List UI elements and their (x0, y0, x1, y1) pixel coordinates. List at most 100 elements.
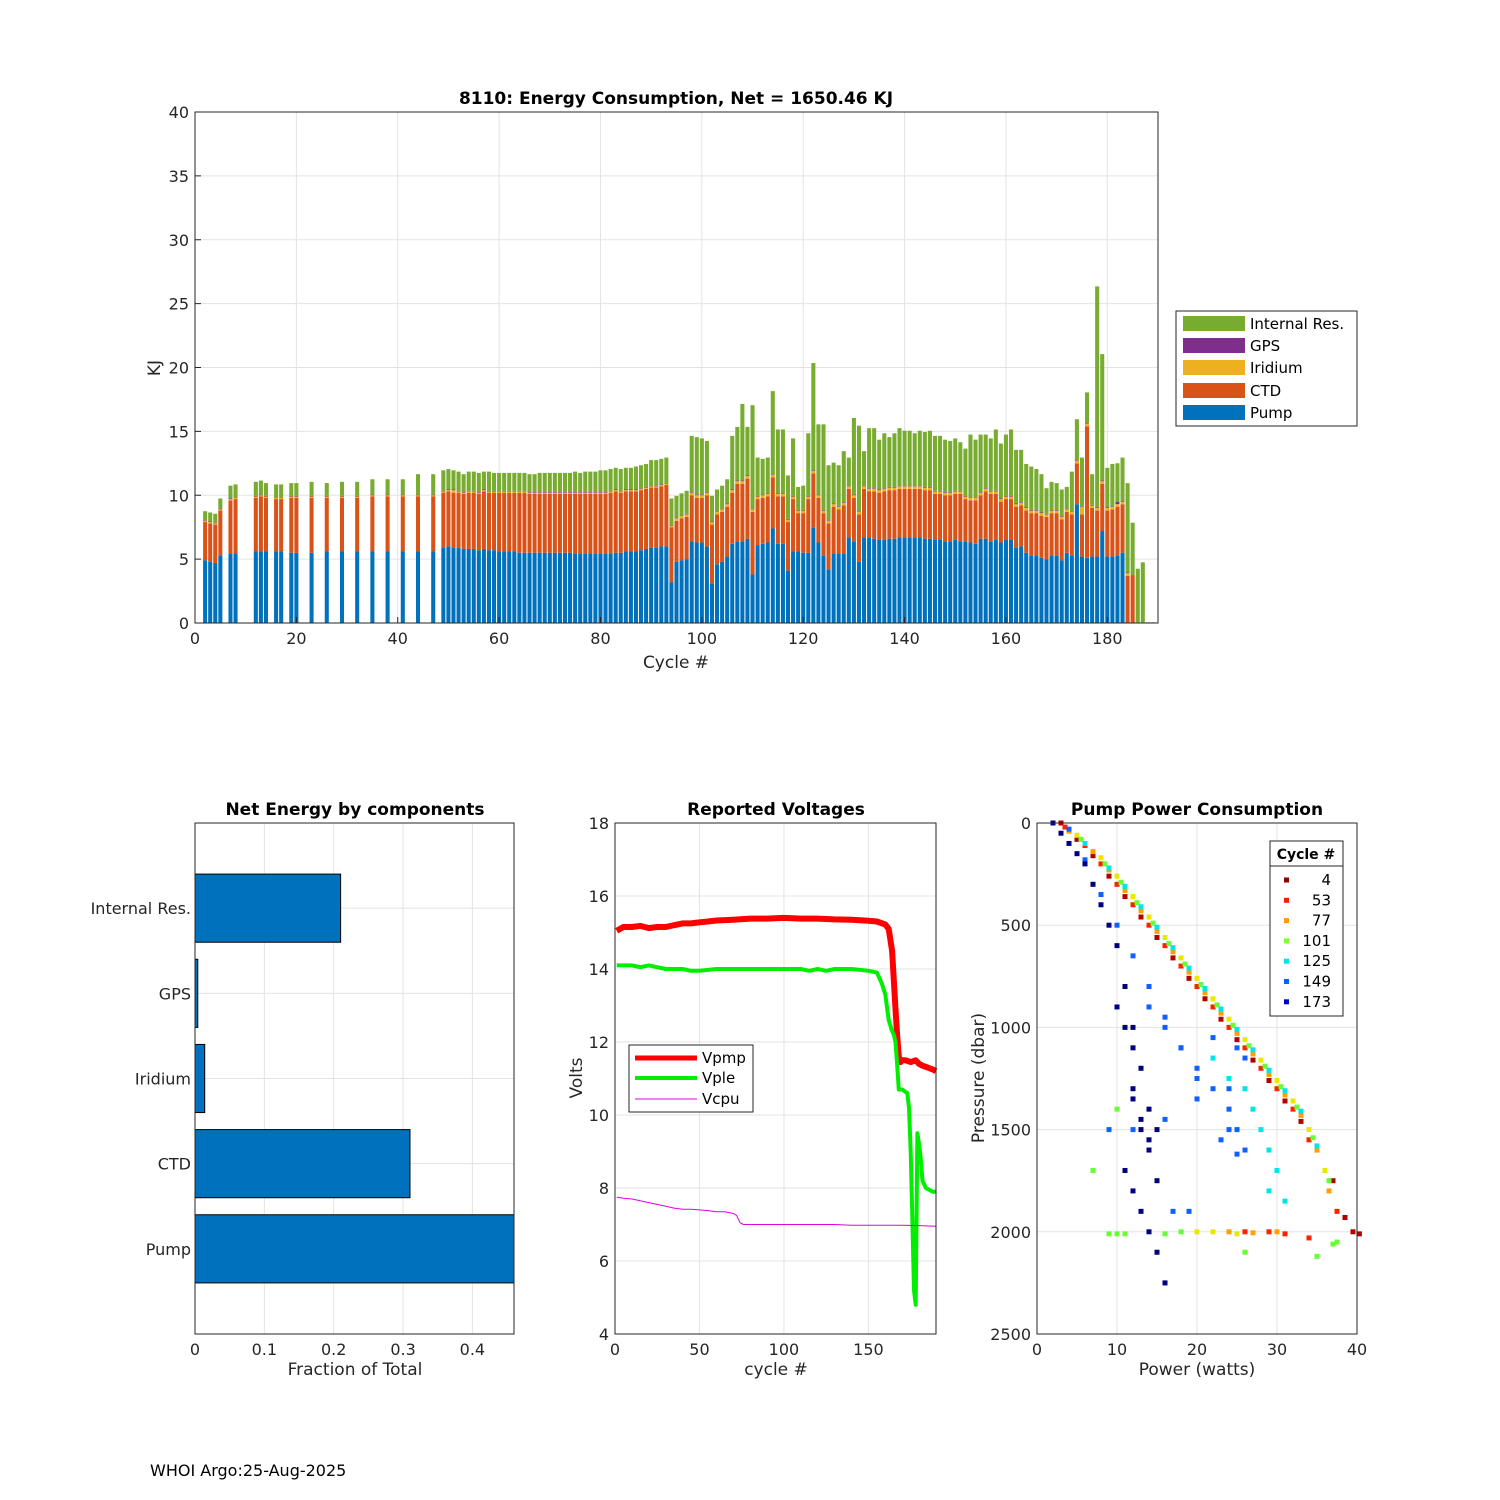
energy-bar-internal-res- (213, 513, 218, 523)
energy-bar-iridium (867, 488, 872, 492)
energy-bar-pump (1044, 559, 1049, 623)
energy-bar-pump (907, 537, 912, 623)
energy-bar-ctd (806, 499, 811, 553)
energy-bar-ctd (355, 497, 360, 552)
energy-bar-internal-res- (1090, 474, 1095, 505)
energy-bar-ctd (324, 497, 329, 552)
energy-bar-pump (897, 537, 902, 623)
energy-bar-gps (801, 509, 806, 511)
energy-bar-ctd (978, 495, 983, 539)
energy-bar-pump (872, 538, 877, 623)
energy-bar-pump (461, 548, 466, 623)
energy-bar-ctd (689, 495, 694, 542)
energy-bar-internal-res- (1044, 488, 1049, 514)
energy-bar-iridium (856, 511, 861, 515)
energy-bar-internal-res- (993, 429, 998, 491)
energy-bar-internal-res- (725, 479, 730, 504)
energy-bar-internal-res- (755, 457, 760, 496)
pump-power-point (1122, 1231, 1128, 1237)
pump-power-legend-label: 173 (1302, 993, 1331, 1011)
pump-power-point (1274, 1086, 1280, 1092)
voltage-line-vcpu (616, 1196, 937, 1227)
energy-bar-internal-res- (780, 429, 785, 494)
energy-bar-internal-res- (948, 440, 953, 493)
energy-bar-pump (649, 547, 654, 623)
energy-bar-gps (1064, 508, 1069, 510)
pump-power-point (1074, 851, 1080, 857)
energy-bar-pump (608, 554, 613, 623)
energy-bar-gps (1054, 509, 1059, 511)
pump-power-point (1154, 924, 1160, 930)
energy-bar-gps (973, 497, 978, 498)
pump-power-legend-marker (1284, 979, 1289, 984)
pump-power-ytick-label: 500 (1000, 916, 1031, 935)
energy-bar-internal-res- (953, 438, 958, 491)
energy-bar-iridium (1034, 510, 1039, 514)
energy-bar-ctd (456, 492, 461, 548)
energy-bar-iridium (370, 495, 375, 497)
energy-bar-ctd (486, 492, 491, 551)
energy-bar-internal-res- (486, 471, 491, 491)
energy-bar-gps (1039, 512, 1044, 514)
energy-bar-gps (1059, 516, 1064, 517)
voltages-xtick-label: 150 (853, 1340, 884, 1359)
energy-bar-iridium (948, 492, 953, 496)
energy-bar-iridium (542, 492, 547, 494)
energy-bar-ctd (542, 493, 547, 553)
energy-ytick-label: 25 (169, 295, 189, 314)
energy-bar-iridium (415, 495, 421, 497)
energy-bar-iridium (796, 510, 801, 514)
energy-bar-internal-res- (608, 469, 613, 491)
energy-bar-gps (750, 508, 755, 510)
energy-bar-internal-res- (1054, 483, 1059, 510)
energy-bar-gps (932, 490, 938, 492)
pump-power-point (1138, 904, 1144, 910)
pump-power-point (1218, 1016, 1224, 1022)
pump-power-point (1134, 900, 1140, 906)
energy-bar-iridium (679, 515, 684, 519)
energy-bar-pump (867, 537, 872, 623)
energy-bar-iridium (552, 492, 557, 494)
pump-power-point (1330, 1241, 1336, 1247)
pump-power-point (1202, 986, 1208, 992)
energy-bar-internal-res- (664, 457, 669, 484)
energy-bar-internal-res- (324, 483, 329, 496)
energy-bar-pump (988, 541, 993, 623)
energy-bar-pump (953, 539, 958, 623)
pump-power-ylabel: Pressure (dbar) (969, 1013, 989, 1143)
pump-power-point (1294, 1104, 1300, 1110)
energy-bar-internal-res- (542, 472, 547, 493)
energy-bar-gps (507, 490, 512, 492)
energy-bar-iridium (527, 492, 532, 494)
energy-bar-iridium (775, 493, 780, 497)
energy-bar-ctd (998, 501, 1003, 543)
components-xtick-label: 0 (190, 1340, 200, 1359)
energy-bar-iridium (684, 514, 689, 517)
energy-bar-iridium (562, 492, 568, 494)
energy-bar-pump (355, 551, 360, 623)
pump-power-point (1258, 1127, 1264, 1133)
energy-bar-iridium (983, 488, 988, 492)
energy-bar-ctd (279, 499, 284, 552)
energy-bar-ctd (603, 493, 608, 555)
energy-bar-gps (1074, 460, 1079, 461)
energy-bar-gps (948, 492, 953, 493)
pump-power-point (1178, 1229, 1184, 1235)
energy-bar-ctd (709, 524, 715, 584)
energy-bar-ctd (770, 477, 775, 529)
pump-power-legend: Cycle # 4 53 77 101 125 149 173 (1269, 840, 1344, 1017)
energy-bar-iridium (862, 486, 867, 489)
pump-power-point (1210, 1086, 1216, 1092)
energy-ytick-label: 35 (169, 167, 189, 186)
energy-bar-pump (968, 542, 973, 623)
energy-ytick-label: 10 (169, 486, 189, 505)
pump-power-point (1106, 865, 1112, 871)
pump-power-ytick-label: 2500 (990, 1325, 1031, 1344)
energy-bar-iridium (730, 490, 735, 493)
energy-bar-ctd (755, 499, 760, 546)
energy-bar-internal-res- (228, 485, 233, 499)
pump-power-point (1170, 949, 1176, 955)
energy-bars (203, 286, 1155, 623)
pump-power-point (1082, 861, 1088, 867)
energy-bar-iridium (998, 499, 1003, 502)
